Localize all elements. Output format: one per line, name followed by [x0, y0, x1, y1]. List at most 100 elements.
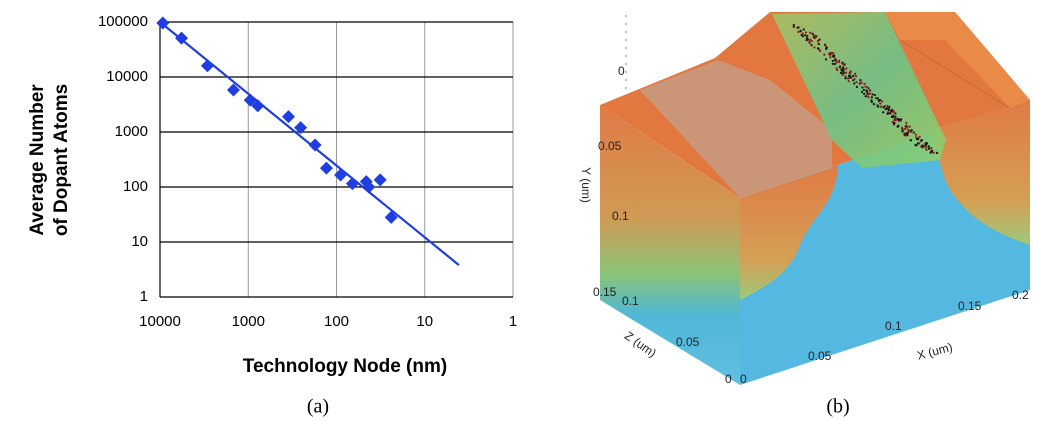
y-tick-label: 100 — [123, 178, 148, 195]
dopant-dot — [848, 71, 851, 75]
shadow-region — [640, 60, 832, 198]
dopant-dot — [855, 85, 858, 88]
dopant-dot — [843, 63, 846, 66]
dopant-dot — [870, 100, 874, 103]
dopant-dot — [817, 42, 820, 45]
dopant-dot — [810, 43, 813, 46]
dopant-dot — [899, 119, 902, 122]
dopant-dot — [824, 58, 828, 61]
dopant-dot — [932, 151, 935, 154]
dopant-dot — [904, 125, 907, 128]
dopant-dot — [927, 145, 930, 148]
dopant-dot — [805, 39, 808, 42]
data-point — [334, 168, 348, 182]
gate-ridge — [885, 12, 1030, 108]
dopant-dot — [853, 82, 856, 85]
y-tick-label: 0 — [618, 64, 625, 78]
dopant-dot — [830, 51, 833, 55]
dopant-dot — [920, 145, 923, 148]
dopant-dot — [872, 103, 876, 106]
dopant-dot — [894, 118, 898, 121]
data-point — [362, 180, 376, 194]
dopant-dot — [867, 93, 870, 96]
dopant-dot — [833, 54, 836, 57]
dopant-dot — [824, 45, 828, 48]
dopant-dot — [853, 72, 857, 75]
dopant-dot — [924, 146, 927, 149]
dopant-dot — [811, 32, 814, 35]
x-tick-label: 0 — [740, 372, 747, 386]
x-tick-label: 1 — [509, 313, 517, 330]
y-tick-label: 1000 — [115, 123, 148, 140]
dopant-dot — [868, 89, 872, 92]
dopant-dot — [908, 125, 911, 128]
dopant-dot — [893, 116, 896, 119]
dopant-dot — [842, 66, 845, 69]
dopant-dot — [792, 25, 795, 29]
dopant-dot — [802, 28, 805, 31]
x-axis-label: X (um) — [916, 340, 954, 363]
dopant-dot — [792, 23, 795, 27]
dopant-dot — [831, 59, 834, 63]
dopant-dot — [894, 112, 897, 115]
doped-region — [740, 165, 838, 300]
dopant-dot — [806, 37, 809, 40]
dopant-dot — [929, 151, 932, 154]
dopant-dot — [912, 131, 915, 134]
data-point — [345, 177, 359, 191]
dopant-dot — [880, 106, 883, 109]
dopant-dot — [910, 139, 913, 142]
dopant-dot — [901, 129, 904, 132]
dopant-dot — [838, 59, 841, 62]
dopant-dot — [904, 134, 908, 137]
dopant-dot — [804, 31, 808, 34]
dopant-dot — [917, 137, 920, 140]
dopant-dot — [903, 127, 907, 131]
dopant-dot — [887, 112, 890, 115]
dopant-dot — [823, 43, 827, 46]
dopant-dot — [878, 98, 882, 102]
caption: (b) — [826, 396, 849, 418]
dopant-dot — [847, 80, 850, 83]
caption: (a) — [307, 396, 329, 418]
dopant-dot — [809, 38, 812, 41]
dopant-dot — [891, 110, 895, 113]
dopant-dot — [885, 107, 889, 110]
data-point — [243, 93, 257, 107]
dopant-dots — [792, 23, 939, 155]
dopant-dot — [809, 31, 812, 34]
dopant-dot — [867, 87, 870, 90]
dopant-dot — [914, 133, 918, 136]
dopant-dot — [818, 38, 821, 41]
dopant-dot — [880, 100, 884, 103]
dopant-dot — [887, 108, 890, 111]
dopant-dot — [886, 104, 889, 107]
dopant-dot — [865, 90, 868, 93]
y-tick-label: 0.1 — [612, 209, 629, 223]
dopant-dot — [850, 76, 853, 79]
device-3d-render — [600, 12, 1030, 385]
y-tick-label: 1 — [140, 288, 148, 305]
dopant-dot — [906, 131, 910, 134]
data-point — [156, 16, 170, 30]
dopant-dot — [844, 75, 847, 78]
data-point — [175, 31, 189, 45]
dopant-dot — [808, 41, 811, 44]
dopant-dot — [892, 114, 895, 117]
y-axis-label: Average Number — [27, 84, 48, 236]
dopant-dot — [839, 71, 843, 74]
data-point — [281, 110, 295, 124]
y-tick-label: 10000 — [106, 68, 148, 85]
dopant-dot — [806, 34, 809, 37]
dopant-dot — [853, 78, 856, 81]
data-point — [384, 210, 398, 224]
dopant-dot — [825, 47, 828, 51]
dopant-dot — [916, 142, 919, 145]
dopant-dot — [843, 68, 846, 71]
y-tick-label: 10 — [131, 233, 148, 250]
dopant-dot — [797, 30, 800, 34]
dopant-dot — [882, 111, 885, 114]
x-tick-label: 100 — [324, 313, 349, 330]
dopant-dot — [870, 96, 874, 99]
x-tick-label: 0.1 — [885, 319, 902, 333]
